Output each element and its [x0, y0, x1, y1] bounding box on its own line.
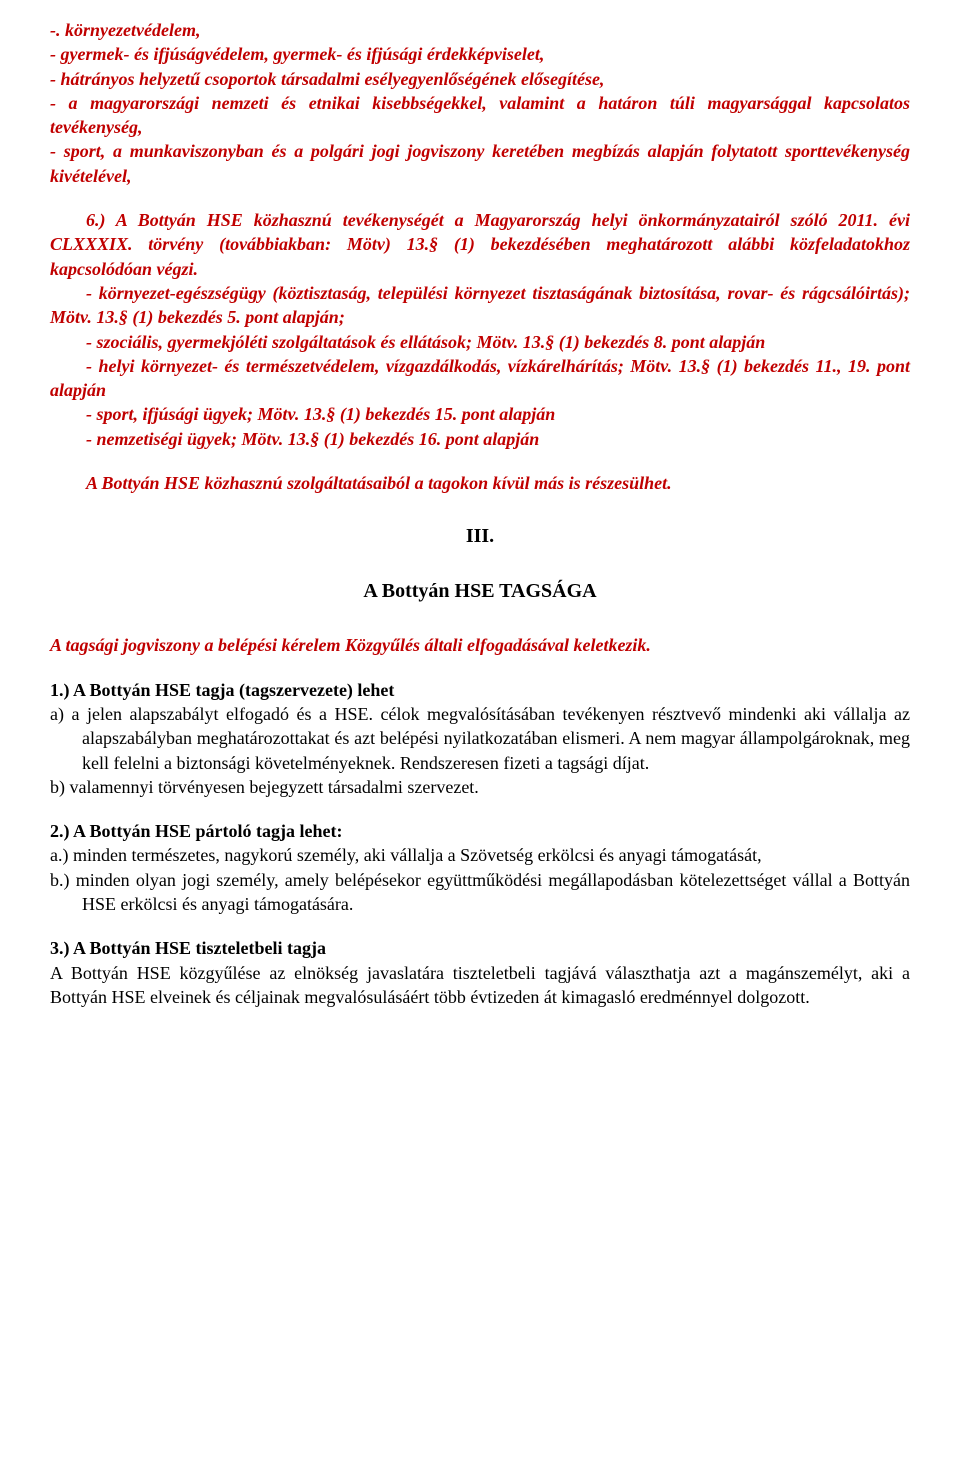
membership-intro: A tagsági jogviszony a belépési kérelem … [50, 633, 910, 657]
para-sport: - sport, a munkaviszonyban és a polgári … [50, 139, 910, 188]
member-types-header: 1.) A Bottyán HSE tagja (tagszervezete) … [50, 678, 910, 702]
member-type-b: b) valamennyi törvényesen bejegyzett tár… [50, 775, 910, 799]
para-env: -. környezetvédelem, [50, 18, 910, 42]
section6-header: 6.) A Bottyán HSE közhasznú tevékenységé… [50, 208, 910, 281]
section6-p1: - környezet-egészségügy (köztisztaság, t… [50, 281, 910, 330]
section-title: A Bottyán HSE TAGSÁGA [50, 578, 910, 605]
member-type-a: a) a jelen alapszabályt elfogadó és a HS… [50, 702, 910, 775]
section6-p4: - sport, ifjúsági ügyek; Mötv. 13.§ (1) … [50, 402, 910, 426]
roman-numeral: III. [50, 523, 910, 550]
honorary-member-body: A Bottyán HSE közgyűlése az elnökség jav… [50, 961, 910, 1010]
supporting-a: a.) minden természetes, nagykorú személy… [50, 843, 910, 867]
para-minorities: - a magyarországi nemzeti és etnikai kis… [50, 91, 910, 140]
supporting-member-header: 2.) A Bottyán HSE pártoló tagja lehet: [50, 819, 910, 843]
section6-p2: - szociális, gyermekjóléti szolgáltatáso… [50, 330, 910, 354]
section6-p5: - nemzetiségi ügyek; Mötv. 13.§ (1) beke… [50, 427, 910, 451]
honorary-member-header: 3.) A Bottyán HSE tiszteletbeli tagja [50, 936, 910, 960]
section6-p3: - helyi környezet- és természetvédelem, … [50, 354, 910, 403]
para-disadvantaged: - hátrányos helyzetű csoportok társadalm… [50, 67, 910, 91]
para-youth: - gyermek- és ifjúságvédelem, gyermek- é… [50, 42, 910, 66]
public-benefit-para: A Bottyán HSE közhasznú szolgáltatásaibó… [50, 471, 910, 495]
supporting-b: b.) minden olyan jogi személy, amely bel… [50, 868, 910, 917]
